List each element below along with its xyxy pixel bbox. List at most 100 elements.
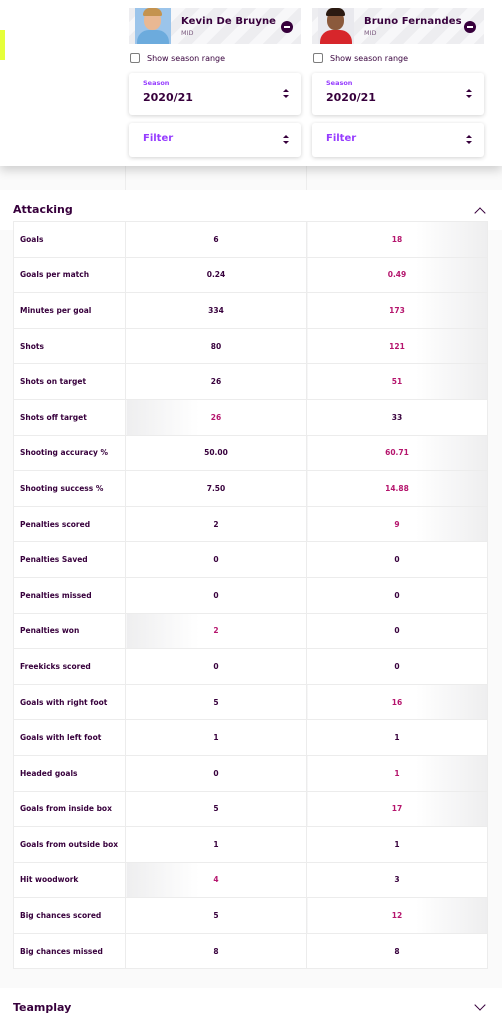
stat-label: Big chances scored [13,897,126,934]
stat-row: Penalties won 2 0 [13,612,488,650]
filter-label: Filter [326,133,357,144]
stat-value-player-1: 1 [125,719,307,756]
stat-value-player-1: 2 [125,612,307,650]
remove-player-icon[interactable] [281,21,293,33]
stat-row: Headed goals 0 1 [13,754,488,792]
stat-row: Shots off target 26 33 [13,398,488,436]
stat-value-player-2: 1 [306,754,488,792]
stat-value-player-2: 0.49 [306,256,488,294]
filter-select[interactable]: Filter [312,123,484,157]
stat-value-player-1: 0.24 [125,256,307,294]
chevron-up-icon[interactable] [474,207,486,219]
stat-label: Goals from outside box [13,826,126,863]
stat-label: Shots [13,327,126,365]
stat-label: Goals from inside box [13,790,126,828]
stat-label: Headed goals [13,754,126,792]
stat-value-player-2: 8 [306,932,488,970]
stat-value-player-2: 9 [306,505,488,543]
stat-value-player-1: 2 [125,505,307,543]
stat-row: Shooting accuracy % 50.00 60.71 [13,434,488,472]
show-season-range-label: Show season range [330,53,409,63]
season-value: 2020/21 [143,91,193,104]
stat-value-player-2: 1 [306,719,488,756]
stat-value-player-2: 51 [306,363,488,400]
stat-row: Penalties missed 0 0 [13,576,488,614]
stat-label: Goals with right foot [13,683,126,721]
stat-value-player-1: 4 [125,861,307,899]
highlight-tab [0,30,5,60]
season-select[interactable]: Season 2020/21 [129,73,301,115]
show-season-range-label: Show season range [147,53,226,63]
stat-value-player-2: 0 [306,648,488,685]
stat-value-player-1: 7.50 [125,470,307,507]
stat-value-player-1: 334 [125,292,307,329]
remove-player-icon[interactable] [464,21,476,33]
select-arrows-icon [466,135,472,145]
stat-label: Minutes per goal [13,292,126,329]
season-caption: Season [326,79,353,87]
stat-value-player-1: 26 [125,398,307,436]
stat-value-player-1: 0 [125,648,307,685]
stat-value-player-1: 0 [125,576,307,614]
stat-value-player-1: 5 [125,897,307,934]
stat-value-player-2: 3 [306,861,488,899]
stat-value-player-1: 80 [125,327,307,365]
stat-label: Shots off target [13,398,126,436]
stat-value-player-2: 0 [306,612,488,650]
season-select[interactable]: Season 2020/21 [312,73,484,115]
stat-row: Goals with left foot 1 1 [13,719,488,756]
select-arrows-icon [283,89,289,99]
stat-row: Shots on target 26 51 [13,363,488,400]
show-season-range-checkbox[interactable] [130,53,140,63]
stat-row: Big chances scored 5 12 [13,897,488,934]
filter-label: Filter [143,133,174,144]
stat-row: Goals from inside box 5 17 [13,790,488,828]
stat-value-player-2: 0 [306,541,488,578]
teamplay-section-header[interactable]: Teamplay [0,988,502,1024]
stat-row: Shots 80 121 [13,327,488,365]
stat-label: Hit woodwork [13,861,126,899]
stat-label: Penalties won [13,612,126,650]
section-title: Attacking [13,203,73,216]
stat-row: Minutes per goal 334 173 [13,292,488,329]
stat-row: Goals with right foot 5 16 [13,683,488,721]
stat-label: Penalties scored [13,505,126,543]
show-season-range-checkbox[interactable] [313,53,323,63]
stat-label: Goals per match [13,256,126,294]
stat-value-player-1: 50.00 [125,434,307,472]
stat-value-player-1: 1 [125,826,307,863]
stat-label: Penalties Saved [13,541,126,578]
stat-value-player-1: 6 [125,221,307,258]
stat-row: Shooting success % 7.50 14.88 [13,470,488,507]
attacking-stats-table: Goals 6 18 Goals per match 0.24 0.49 Minutes p… [13,221,488,970]
stat-value-player-2: 173 [306,292,488,329]
stat-row: Penalties Saved 0 0 [13,541,488,578]
player-compare-header: Kevin De Bruyne MID Show season range Se… [0,0,502,166]
select-arrows-icon [466,89,472,99]
stat-label: Shooting accuracy % [13,434,126,472]
stat-value-player-2: 121 [306,327,488,365]
player-name: Bruno Fernandes [364,15,462,27]
filter-select[interactable]: Filter [129,123,301,157]
player-column-2: Bruno Fernandes MID Show season range Se… [312,8,484,157]
player-column-1: Kevin De Bruyne MID Show season range Se… [129,8,301,157]
stat-value-player-2: 18 [306,221,488,258]
stat-value-player-2: 0 [306,576,488,614]
stat-value-player-2: 1 [306,826,488,863]
player-card[interactable]: Kevin De Bruyne MID [129,8,301,44]
stat-value-player-2: 17 [306,790,488,828]
stat-label: Big chances missed [13,932,126,970]
stat-label: Goals [13,221,126,258]
select-arrows-icon [283,135,289,145]
stat-row: Goals per match 0.24 0.49 [13,256,488,294]
season-value: 2020/21 [326,91,376,104]
stat-value-player-1: 5 [125,683,307,721]
stat-label: Goals with left foot [13,719,126,756]
player-card[interactable]: Bruno Fernandes MID [312,8,484,44]
stat-value-player-2: 16 [306,683,488,721]
stat-row: Goals 6 18 [13,221,488,258]
stat-value-player-1: 0 [125,754,307,792]
chevron-down-icon[interactable] [474,999,486,1011]
player-position: MID [364,28,377,37]
player-position: MID [181,28,194,37]
